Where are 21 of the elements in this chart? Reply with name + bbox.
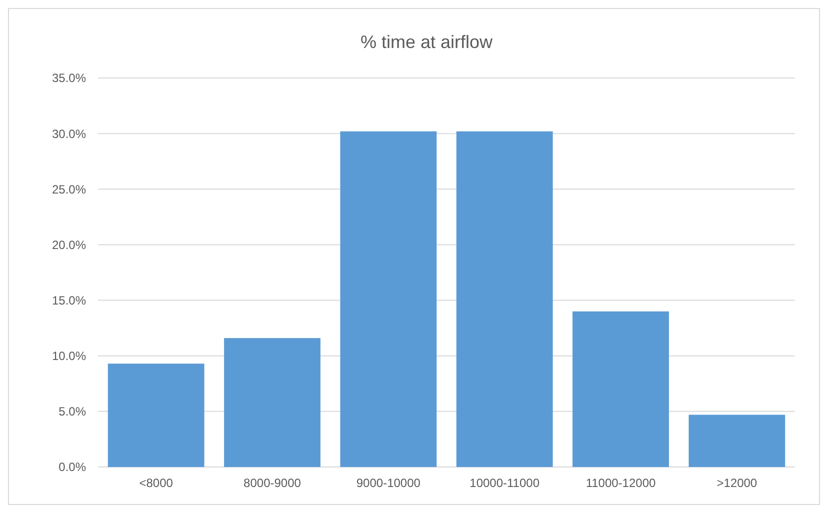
- chart-title: % time at airflow: [360, 32, 494, 52]
- y-tick-label: 15.0%: [52, 293, 86, 308]
- x-tick-label: <8000: [139, 476, 174, 490]
- y-tick-label: 30.0%: [52, 126, 86, 141]
- bar: [224, 338, 320, 467]
- y-tick-label: 10.0%: [52, 349, 86, 364]
- x-tick-label: >12000: [716, 476, 758, 490]
- y-tick-label: 0.0%: [58, 460, 86, 474]
- bar: [572, 311, 669, 467]
- x-tick-label: 8000-9000: [244, 476, 302, 490]
- y-tick-label: 25.0%: [52, 182, 86, 196]
- x-tick-label: 9000-10000: [356, 476, 421, 490]
- y-tick-label: 20.0%: [52, 238, 86, 252]
- bar: [688, 414, 786, 467]
- bar: [456, 131, 553, 467]
- x-tick-label: 10000-11000: [470, 476, 540, 490]
- y-tick-label: 35.0%: [52, 71, 86, 86]
- y-tick-label: 5.0%: [58, 404, 86, 419]
- bar: [340, 131, 437, 467]
- bar: [108, 364, 204, 467]
- x-tick-label: 11000-12000: [586, 476, 656, 490]
